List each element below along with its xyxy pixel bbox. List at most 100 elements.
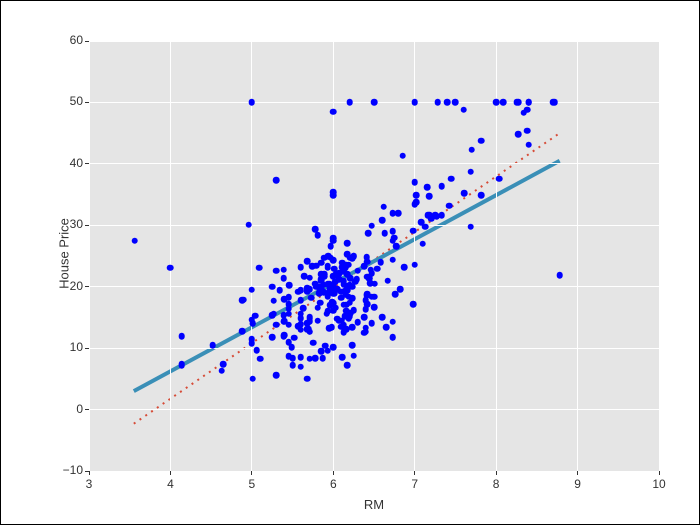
x-tick	[577, 471, 578, 475]
scatter-point	[420, 240, 427, 247]
scatter-point	[452, 99, 459, 106]
scatter-point	[385, 277, 392, 284]
scatter-point	[468, 223, 475, 230]
scatter-point	[280, 266, 287, 273]
scatter-point	[315, 317, 322, 324]
scatter-point	[289, 362, 296, 369]
scatter-point	[389, 256, 396, 263]
scatter-point	[354, 267, 361, 274]
scatter-point	[320, 289, 327, 296]
scatter-point	[252, 312, 259, 319]
scatter-point	[297, 264, 304, 271]
scatter-point	[253, 347, 260, 354]
scatter-point	[379, 217, 386, 224]
y-tick	[85, 348, 89, 349]
scatter-point	[349, 342, 356, 349]
scatter-point	[411, 179, 418, 186]
scatter-point	[309, 263, 316, 270]
scatter-point	[500, 99, 507, 106]
scatter-point	[297, 354, 304, 361]
x-tick	[251, 471, 252, 475]
y-gridline	[89, 41, 659, 42]
scatter-point	[312, 355, 319, 362]
y-tick-label: 60	[47, 33, 83, 47]
x-gridline	[659, 41, 660, 471]
scatter-point	[354, 276, 361, 283]
scatter-point	[269, 283, 276, 290]
scatter-point	[424, 184, 431, 191]
scatter-point	[395, 210, 402, 217]
y-tick-label: 40	[47, 156, 83, 170]
scatter-point	[291, 334, 298, 341]
scatter-point	[330, 344, 337, 351]
x-tick	[170, 471, 171, 475]
scatter-point	[273, 267, 280, 274]
scatter-point	[346, 99, 353, 106]
scatter-point	[297, 363, 304, 370]
scatter-point	[438, 183, 445, 190]
scatter-point	[308, 294, 315, 301]
x-tick	[89, 471, 90, 475]
scatter-point	[306, 286, 313, 293]
scatter-point	[380, 204, 387, 211]
y-tick-label: 30	[47, 217, 83, 231]
scatter-point	[410, 228, 417, 235]
scatter-point	[273, 322, 280, 329]
scatter-point	[285, 339, 292, 346]
scatter-point	[297, 326, 304, 333]
scatter-point	[330, 192, 337, 199]
scatter-point	[524, 127, 531, 134]
scatter-point	[315, 232, 322, 239]
scatter-point	[249, 320, 256, 327]
scatter-point	[218, 368, 225, 375]
scatter-point	[379, 314, 386, 321]
scatter-point	[478, 137, 485, 144]
scatter-point	[256, 264, 263, 271]
scatter-point	[269, 312, 276, 319]
scatter-point	[363, 254, 370, 261]
scatter-point	[468, 146, 475, 153]
scatter-point	[367, 266, 374, 273]
scatter-point	[167, 264, 174, 271]
scatter-point	[426, 212, 433, 219]
scatter-point	[312, 226, 319, 233]
scatter-point	[368, 320, 375, 327]
scatter-point	[389, 334, 396, 341]
y-tick	[85, 41, 89, 42]
scatter-point	[249, 376, 256, 383]
scatter-point	[343, 307, 350, 314]
scatter-point	[363, 306, 370, 313]
scatter-point	[319, 355, 326, 362]
scatter-point	[525, 99, 532, 106]
scatter-point	[306, 328, 313, 335]
y-tick	[85, 163, 89, 164]
scatter-point	[280, 318, 287, 325]
y-tick-label: 20	[47, 279, 83, 293]
x-tick	[496, 471, 497, 475]
scatter-point	[179, 333, 186, 340]
scatter-point	[330, 237, 337, 244]
scatter-point	[179, 360, 186, 367]
y-tick-label: −10	[47, 463, 83, 477]
x-tick-label: 9	[563, 477, 593, 491]
y-tick-label: 50	[47, 94, 83, 108]
scatter-point	[350, 352, 357, 359]
y-tick	[85, 225, 89, 226]
scatter-point	[271, 298, 278, 305]
y-tick	[85, 409, 89, 410]
scatter-point	[365, 230, 372, 237]
scatter-point	[345, 315, 352, 322]
x-tick-label: 3	[74, 477, 104, 491]
x-gridline	[89, 41, 90, 471]
plot-area	[89, 41, 659, 471]
scatter-point	[297, 315, 304, 322]
scatter-point	[321, 271, 328, 278]
scatter-point	[411, 261, 418, 268]
x-tick-label: 8	[481, 477, 511, 491]
scatter-point	[332, 279, 339, 286]
scatter-point	[446, 202, 453, 209]
scatter-point	[411, 99, 418, 106]
scatter-point	[285, 306, 292, 313]
scatter-point	[276, 287, 283, 294]
scatter-point	[306, 315, 313, 322]
